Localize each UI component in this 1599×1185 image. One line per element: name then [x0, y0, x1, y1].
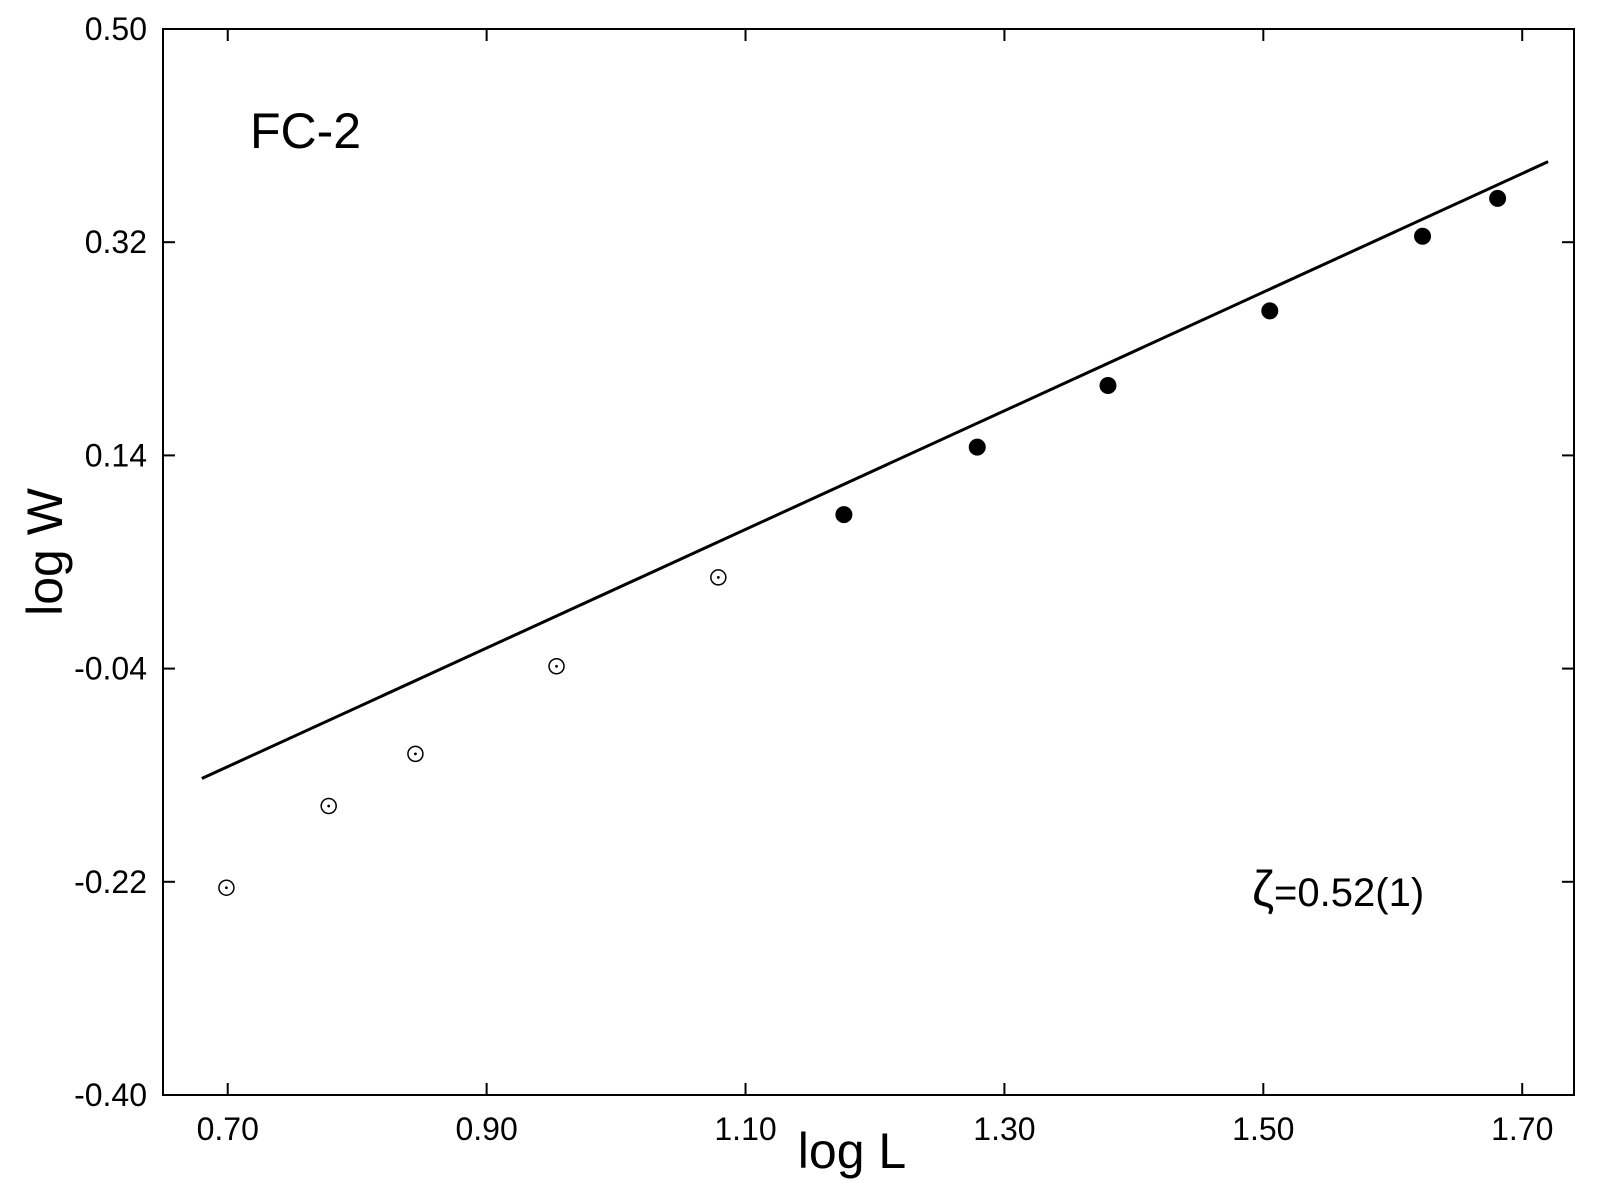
open-point-center: [555, 664, 558, 668]
open-point-center: [327, 804, 331, 808]
open-point-center: [225, 886, 228, 890]
open-point-center: [716, 575, 720, 579]
y-tick-label: 0.50: [85, 11, 147, 47]
panel-label: FC-2: [250, 103, 361, 159]
filled-point: [1261, 302, 1279, 320]
x-axis-label: log L: [798, 1123, 906, 1179]
filled-point: [1099, 377, 1117, 395]
filled-point: [1414, 227, 1432, 245]
y-axis-label: log W: [17, 487, 73, 616]
y-tick-label: -0.40: [74, 1077, 147, 1113]
x-tick-label: 1.50: [1232, 1111, 1294, 1147]
y-tick-label: -0.22: [74, 864, 147, 900]
x-tick-label: 0.70: [197, 1111, 259, 1147]
x-tick-label: 1.30: [973, 1111, 1035, 1147]
zeta-symbol: ζ: [1252, 861, 1274, 917]
axis-ticks: [163, 28, 1574, 1096]
zeta-value: =0.52(1): [1274, 871, 1424, 915]
fit-line-group: [201, 160, 1549, 780]
open-point-center: [414, 752, 417, 756]
zeta-annotation: ζ=0.52(1): [1252, 861, 1424, 917]
fit-line: [201, 160, 1549, 780]
x-tick-label: 1.70: [1491, 1111, 1553, 1147]
filled-point: [1489, 189, 1507, 207]
y-tick-label: 0.32: [85, 224, 147, 260]
y-tick-label: 0.14: [85, 437, 147, 473]
tick-labels: 0.70 0.90 1.10 1.30 1.50 1.70 0.50 0.32 0.14 -0.0…: [74, 11, 1553, 1147]
filled-point: [968, 438, 986, 456]
x-tick-label: 1.10: [714, 1111, 776, 1147]
x-tick-label: 0.90: [455, 1111, 517, 1147]
filled-point: [835, 506, 853, 524]
y-tick-label: -0.04: [74, 651, 147, 687]
plot-border: [162, 28, 1575, 1096]
data-points: [218, 189, 1507, 896]
plot-frame: [162, 28, 1575, 1096]
